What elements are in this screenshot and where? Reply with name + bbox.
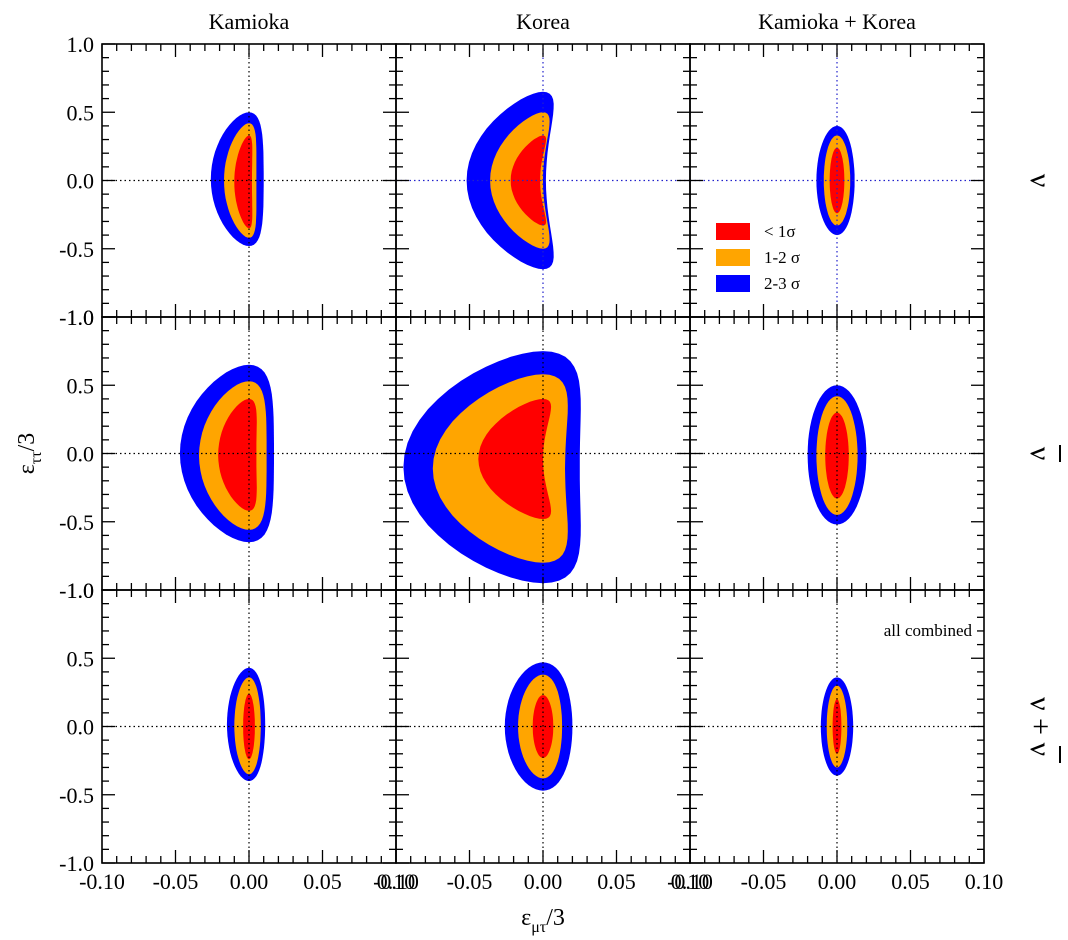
row-label-text: ν: [1024, 447, 1057, 461]
annotation-all-combined: all combined: [884, 621, 973, 640]
contour-region-1: [825, 412, 849, 499]
row-label-text: ν + ν: [1024, 697, 1057, 756]
legend-swatch: [716, 275, 750, 292]
legend-label: < 1σ: [764, 222, 796, 241]
row-label-text: ν: [1024, 174, 1057, 188]
x-tick-label: 0.00: [230, 869, 269, 894]
x-tick-label: -0.05: [153, 869, 199, 894]
y-tick-label: -1.0: [59, 578, 94, 603]
x-tick-label: 0.00: [818, 869, 857, 894]
tick-marks-layer: [101, 43, 985, 864]
contour-region-1: [510, 135, 547, 226]
y-tick-label: 1.0: [67, 305, 95, 330]
legend: < 1σ 1-2 σ 2-3 σ: [716, 222, 800, 293]
row-label: ν: [1024, 445, 1061, 462]
contour-region-1: [234, 135, 253, 229]
x-tick-label: -0.10: [667, 869, 713, 894]
column-title: Korea: [516, 9, 570, 34]
y-tick-label: -1.0: [59, 851, 94, 876]
panel-2-0-regions: [226, 667, 266, 782]
panel-1-1-regions: [403, 351, 581, 584]
y-tick-label: 0.0: [67, 442, 95, 467]
column-title: Kamioka: [209, 9, 290, 34]
y-tick-label: -0.5: [59, 237, 94, 262]
x-tick-label: 0.05: [891, 869, 930, 894]
y-tick-label: 1.0: [67, 32, 95, 57]
y-tick-label: -1.0: [59, 305, 94, 330]
contour-regions-layer: [179, 91, 867, 791]
panel-0-1-regions: [466, 91, 554, 270]
row-label: ν + ν: [1024, 697, 1061, 763]
x-tick-label: -0.10: [79, 869, 125, 894]
x-tick-label: -0.05: [741, 869, 787, 894]
legend-swatch: [716, 249, 750, 266]
x-tick-label: 0.10: [671, 869, 710, 894]
panel-2-1-regions: [504, 662, 573, 791]
y-tick-label: 0.5: [67, 646, 95, 671]
panel-1-0-regions: [179, 364, 274, 543]
x-tick-label: 0.05: [303, 869, 342, 894]
legend-label: 1-2 σ: [764, 248, 800, 267]
panel-1-2-regions: [807, 385, 867, 525]
labels-layer: Kamioka Korea Kamioka + Korea -1.0 -0.5 0.0 0.…: [14, 9, 1061, 936]
y-tick-label: -0.5: [59, 510, 94, 535]
x-tick-label: 0.00: [524, 869, 563, 894]
y-tick-label: 1.0: [67, 578, 95, 603]
y-tick-label: 0.5: [67, 373, 95, 398]
reference-lines-layer: [102, 44, 984, 863]
x-tick-label: 0.05: [597, 869, 636, 894]
x-tick-label: -0.05: [447, 869, 493, 894]
x-tick-label: 0.10: [377, 869, 416, 894]
legend-swatch: [716, 223, 750, 240]
legend-label: 2-3 σ: [764, 274, 800, 293]
x-axis-label: εμτ/3: [521, 905, 565, 936]
contour-region-1: [478, 398, 552, 519]
y-tick-label: 0.0: [67, 715, 95, 740]
column-title: Kamioka + Korea: [758, 9, 916, 34]
y-tick-label: 0.5: [67, 100, 95, 125]
x-tick-label: -0.10: [373, 869, 419, 894]
row-label: ν: [1024, 174, 1057, 188]
x-tick-label: 0.10: [965, 869, 1004, 894]
y-tick-label: 0.0: [67, 169, 95, 194]
contour-region-1: [218, 398, 257, 511]
panel-0-0-regions: [210, 112, 264, 246]
y-tick-label: -0.5: [59, 783, 94, 808]
y-axis-label: εττ/3: [14, 433, 45, 475]
